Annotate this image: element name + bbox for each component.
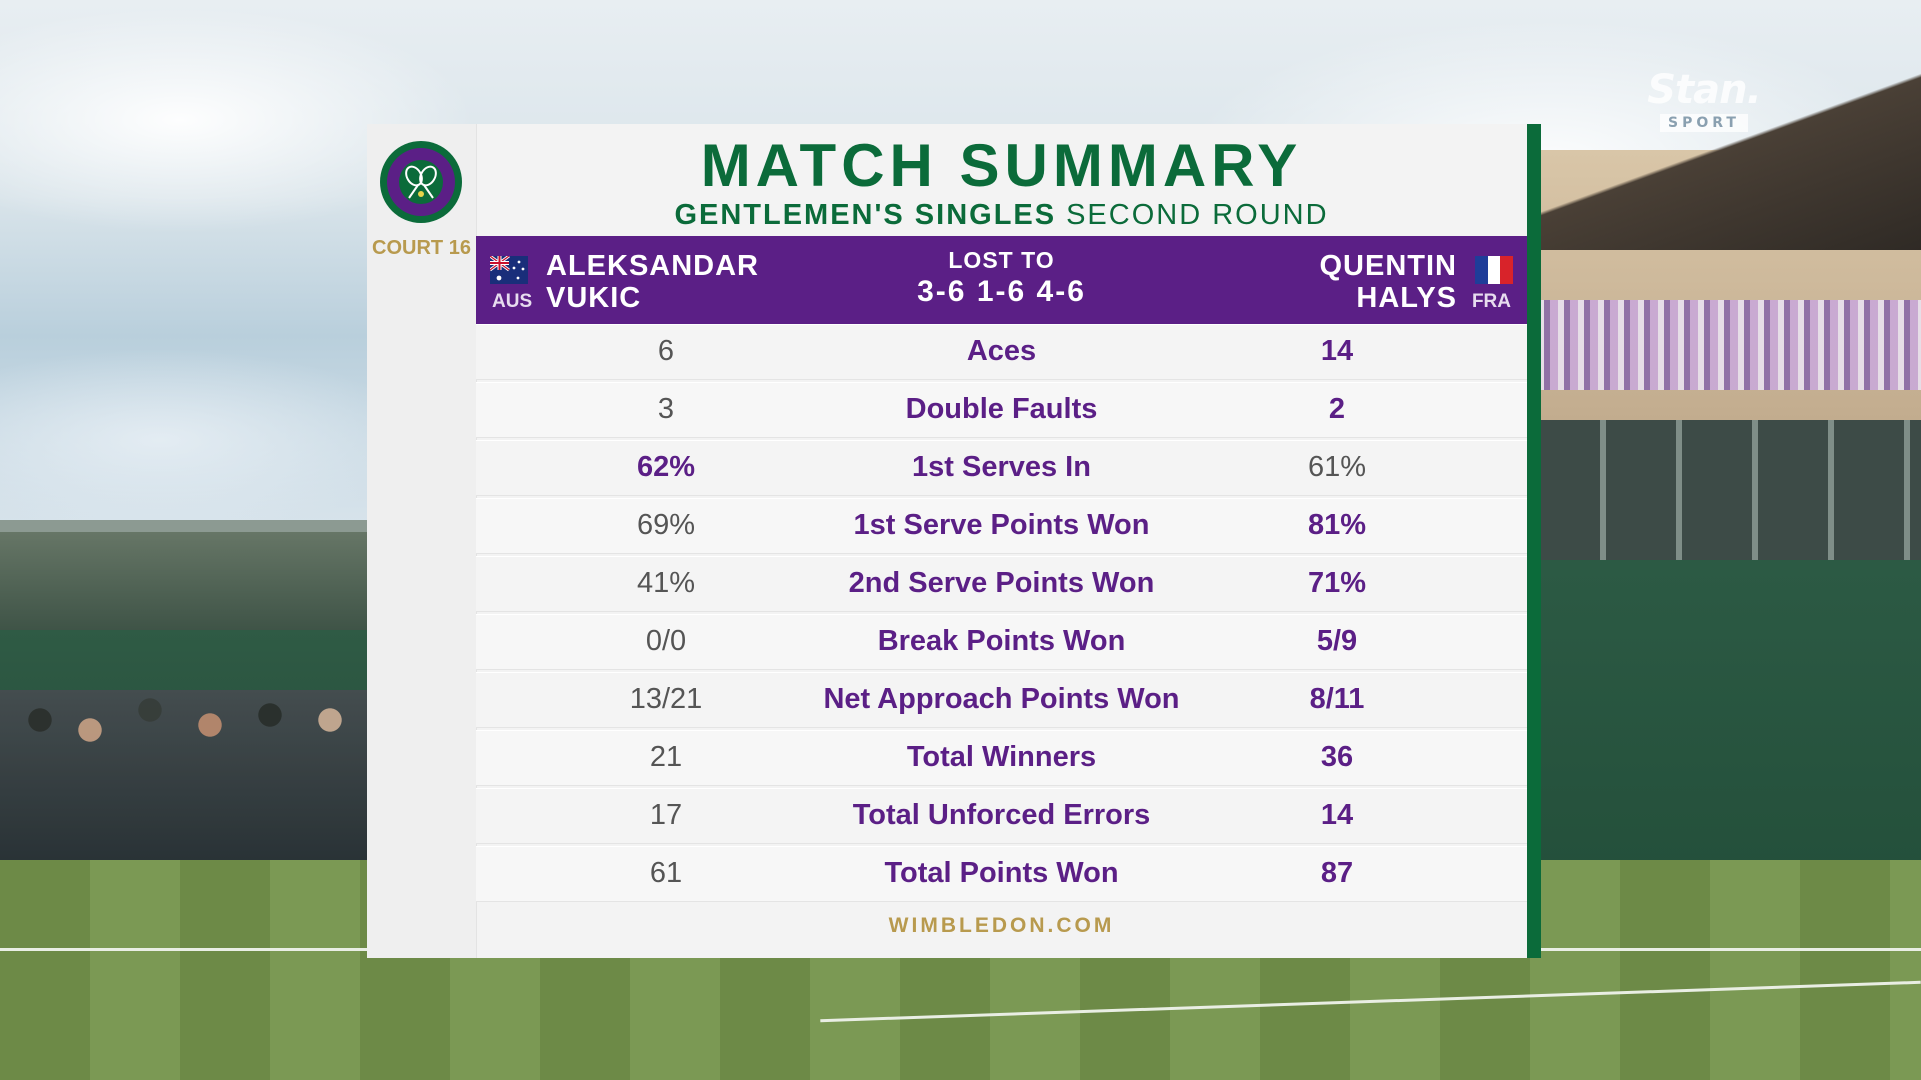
- right-player-stat: 36: [1320, 741, 1354, 773]
- left-player-stat: 21: [649, 741, 683, 773]
- stat-label: Total Winners: [906, 741, 1097, 773]
- stat-row: 41% 2nd Serve Points Won 71%: [476, 556, 1527, 612]
- right-player-last-name: HALYS: [1356, 282, 1457, 314]
- players-bar: AUS ALEKSANDAR VUKIC LOST TO 3-6 1-6 4-6…: [476, 236, 1527, 324]
- round-name: SECOND ROUND: [1066, 199, 1329, 231]
- panel-accent-bar: [1527, 124, 1541, 958]
- left-player-stat: 6: [657, 335, 675, 367]
- event-subtitle: GENTLEMEN'S SINGLES SECOND ROUND: [476, 198, 1527, 232]
- stat-row: 0/0 Break Points Won 5/9: [476, 614, 1527, 670]
- stat-label: Total Points Won: [884, 857, 1119, 889]
- court-label: COURT 16: [372, 237, 471, 259]
- stat-row: 21 Total Winners 36: [476, 730, 1527, 786]
- stat-label: Aces: [966, 335, 1037, 367]
- right-player-country: FRA: [1471, 291, 1511, 312]
- stat-row: 6 Aces 14: [476, 324, 1527, 380]
- panel-sidebar: COURT 16: [367, 124, 477, 958]
- right-player-stat: 2: [1328, 393, 1346, 425]
- stat-label: Net Approach Points Won: [823, 683, 1180, 715]
- page-title: MATCH SUMMARY: [700, 132, 1303, 199]
- right-player-stat: 61%: [1307, 451, 1367, 483]
- right-player-stat: 81%: [1307, 509, 1367, 541]
- left-player-stat: 3: [657, 393, 675, 425]
- left-player-stat: 62%: [636, 451, 696, 483]
- match-score: 3-6 1-6 4-6: [917, 275, 1086, 308]
- left-player-stat: 69%: [636, 509, 696, 541]
- stats-table: 6 Aces 14 3 Double Faults 2 62% 1st Serves In 61…: [476, 324, 1527, 904]
- right-player: FRA QUENTIN HALYS: [1253, 248, 1514, 314]
- left-stand: [0, 520, 380, 630]
- right-player-stat: 8/11: [1309, 683, 1365, 715]
- right-court-wall: [1530, 560, 1921, 870]
- stat-row: 3 Double Faults 2: [476, 382, 1527, 438]
- right-player-stat: 5/9: [1316, 625, 1358, 657]
- right-player-stat: 87: [1320, 857, 1354, 889]
- right-glass-windows: [1530, 420, 1921, 580]
- stat-label: 2nd Serve Points Won: [848, 567, 1155, 599]
- broadcaster-logo: Stan. SPORT: [1644, 70, 1764, 132]
- match-summary-panel: COURT 16 MATCH SUMMARY GENTLEMEN'S SINGL…: [367, 124, 1541, 958]
- left-player-stat: 41%: [636, 567, 696, 599]
- right-player-stat: 14: [1320, 799, 1354, 831]
- left-player-first-name: ALEKSANDAR: [546, 250, 759, 282]
- stat-label: 1st Serve Points Won: [853, 509, 1150, 541]
- stat-label: 1st Serves In: [912, 451, 1091, 483]
- panel-header: MATCH SUMMARY GENTLEMEN'S SINGLES SECOND …: [476, 124, 1527, 236]
- right-flower-boxes: [1530, 300, 1921, 390]
- match-result: LOST TO 3-6 1-6 4-6: [856, 246, 1147, 310]
- australia-flag-icon: [489, 254, 528, 284]
- right-player-first-name: QUENTIN: [1319, 250, 1457, 282]
- left-player-country: AUS: [492, 291, 533, 312]
- left-stand-rail: [0, 520, 380, 532]
- left-player-stat: 61: [649, 857, 683, 889]
- stat-row: 62% 1st Serves In 61%: [476, 440, 1527, 496]
- event-name: GENTLEMEN'S SINGLES: [674, 199, 1057, 231]
- left-player-stat: 0/0: [645, 625, 687, 657]
- result-text: LOST TO: [948, 247, 1055, 273]
- right-player-stat: 14: [1320, 335, 1354, 367]
- left-player-stat: 13/21: [629, 683, 703, 715]
- wimbledon-crest-icon: [379, 140, 463, 224]
- left-player-stat: 17: [649, 799, 683, 831]
- stat-label: Total Unforced Errors: [852, 799, 1151, 831]
- stat-row: 69% 1st Serve Points Won 81%: [476, 498, 1527, 554]
- stat-row: 13/21 Net Approach Points Won 8/11: [476, 672, 1527, 728]
- france-flag-icon: [1475, 256, 1514, 284]
- broadcaster-sub: SPORT: [1660, 114, 1748, 132]
- stat-label: Double Faults: [905, 393, 1098, 425]
- crowd: [0, 690, 370, 860]
- stat-row: 17 Total Unforced Errors 14: [476, 788, 1527, 844]
- footer-website: WIMBLEDON.COM: [888, 914, 1115, 937]
- stat-label: Break Points Won: [877, 625, 1126, 657]
- stat-row: 61 Total Points Won 87: [476, 846, 1527, 902]
- left-player-last-name: VUKIC: [546, 282, 642, 314]
- right-player-stat: 71%: [1307, 567, 1367, 599]
- broadcaster-brand: Stan.: [1647, 67, 1762, 113]
